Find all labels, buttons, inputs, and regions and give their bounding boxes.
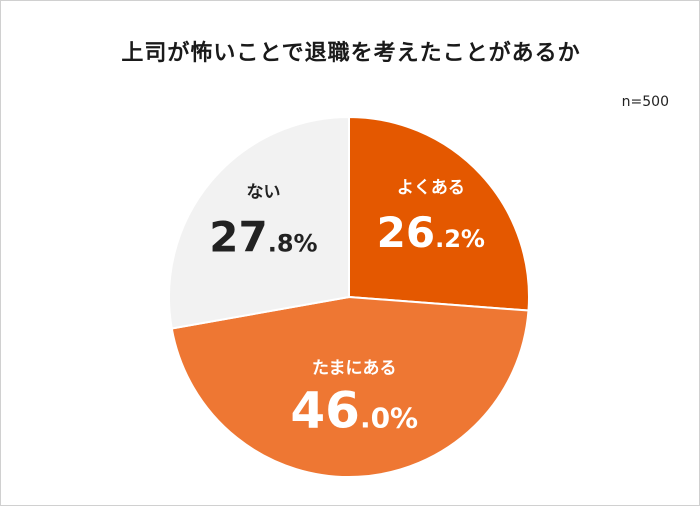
slice-value-label-2: 46.0% bbox=[290, 381, 418, 439]
slice-value-main-3: 27 bbox=[209, 212, 267, 261]
slice-value-main-1: 26 bbox=[377, 208, 435, 257]
slice-value-decimal-1: .2% bbox=[435, 225, 485, 253]
slice-name-label-2: たまにある bbox=[312, 358, 397, 378]
slice-name-label-1: よくある bbox=[397, 178, 465, 198]
slice-value-main-2: 46 bbox=[290, 381, 360, 439]
pie-labels: よくある 26.2% たまにある 46.0% ない 27.8% bbox=[209, 178, 485, 439]
slice-value-decimal-2: .0% bbox=[360, 401, 418, 434]
slice-value-label-1: 26.2% bbox=[377, 208, 485, 257]
pie-slice-3 bbox=[168, 115, 350, 330]
slice-name-label-3: ない bbox=[246, 182, 280, 202]
sample-size-label: n=500 bbox=[621, 94, 669, 110]
pie-slice-1 bbox=[348, 115, 530, 312]
pie-slice-2 bbox=[170, 295, 530, 478]
pie-slices bbox=[168, 115, 530, 478]
slice-value-decimal-3: .8% bbox=[268, 229, 318, 257]
chart-title: 上司が怖いことで退職を考えたことがあるか bbox=[121, 41, 581, 66]
slice-value-label-3: 27.8% bbox=[209, 212, 317, 261]
